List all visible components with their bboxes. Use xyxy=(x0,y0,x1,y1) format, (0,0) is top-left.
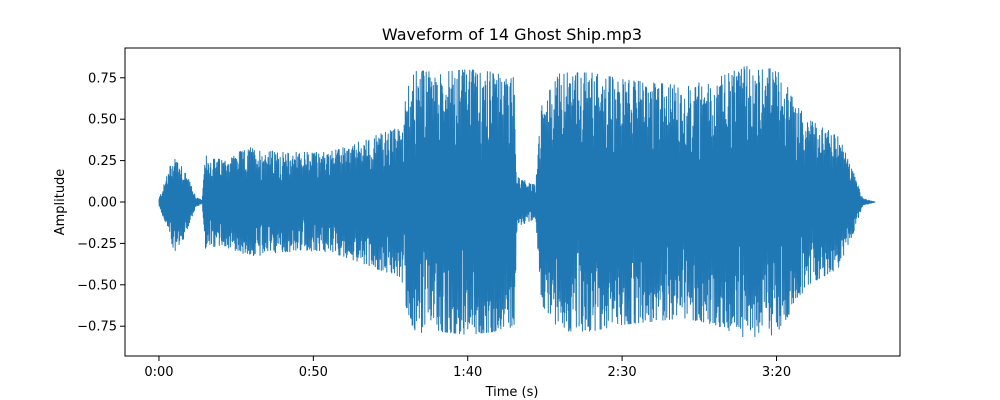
waveform-line xyxy=(158,66,876,338)
x-axis: 0:00 0:50 1:40 2:30 3:20 xyxy=(144,356,791,380)
x-tick-label: 0:00 xyxy=(144,365,173,380)
chart-title: Waveform of 14 Ghost Ship.mp3 xyxy=(382,25,642,44)
x-tick-label: 2:30 xyxy=(608,365,637,380)
x-tick-label: 1:40 xyxy=(453,365,482,380)
y-axis-label: Amplitude xyxy=(53,169,68,236)
x-axis-label: Time (s) xyxy=(485,385,539,400)
x-tick-label: 3:20 xyxy=(762,365,791,380)
y-tick-label: −0.75 xyxy=(77,320,117,335)
y-tick-label: −0.25 xyxy=(77,237,117,252)
waveform-series xyxy=(158,66,876,338)
x-tick-label: 0:50 xyxy=(299,365,328,380)
y-axis: 0.75 0.50 0.25 0.00 −0.25 −0.50 −0.75 xyxy=(77,71,125,335)
y-tick-label: 0.50 xyxy=(88,113,117,128)
y-tick-label: 0.25 xyxy=(88,154,117,169)
y-tick-label: 0.75 xyxy=(88,71,117,86)
y-tick-label: 0.00 xyxy=(88,196,117,211)
y-tick-label: −0.50 xyxy=(77,278,117,293)
